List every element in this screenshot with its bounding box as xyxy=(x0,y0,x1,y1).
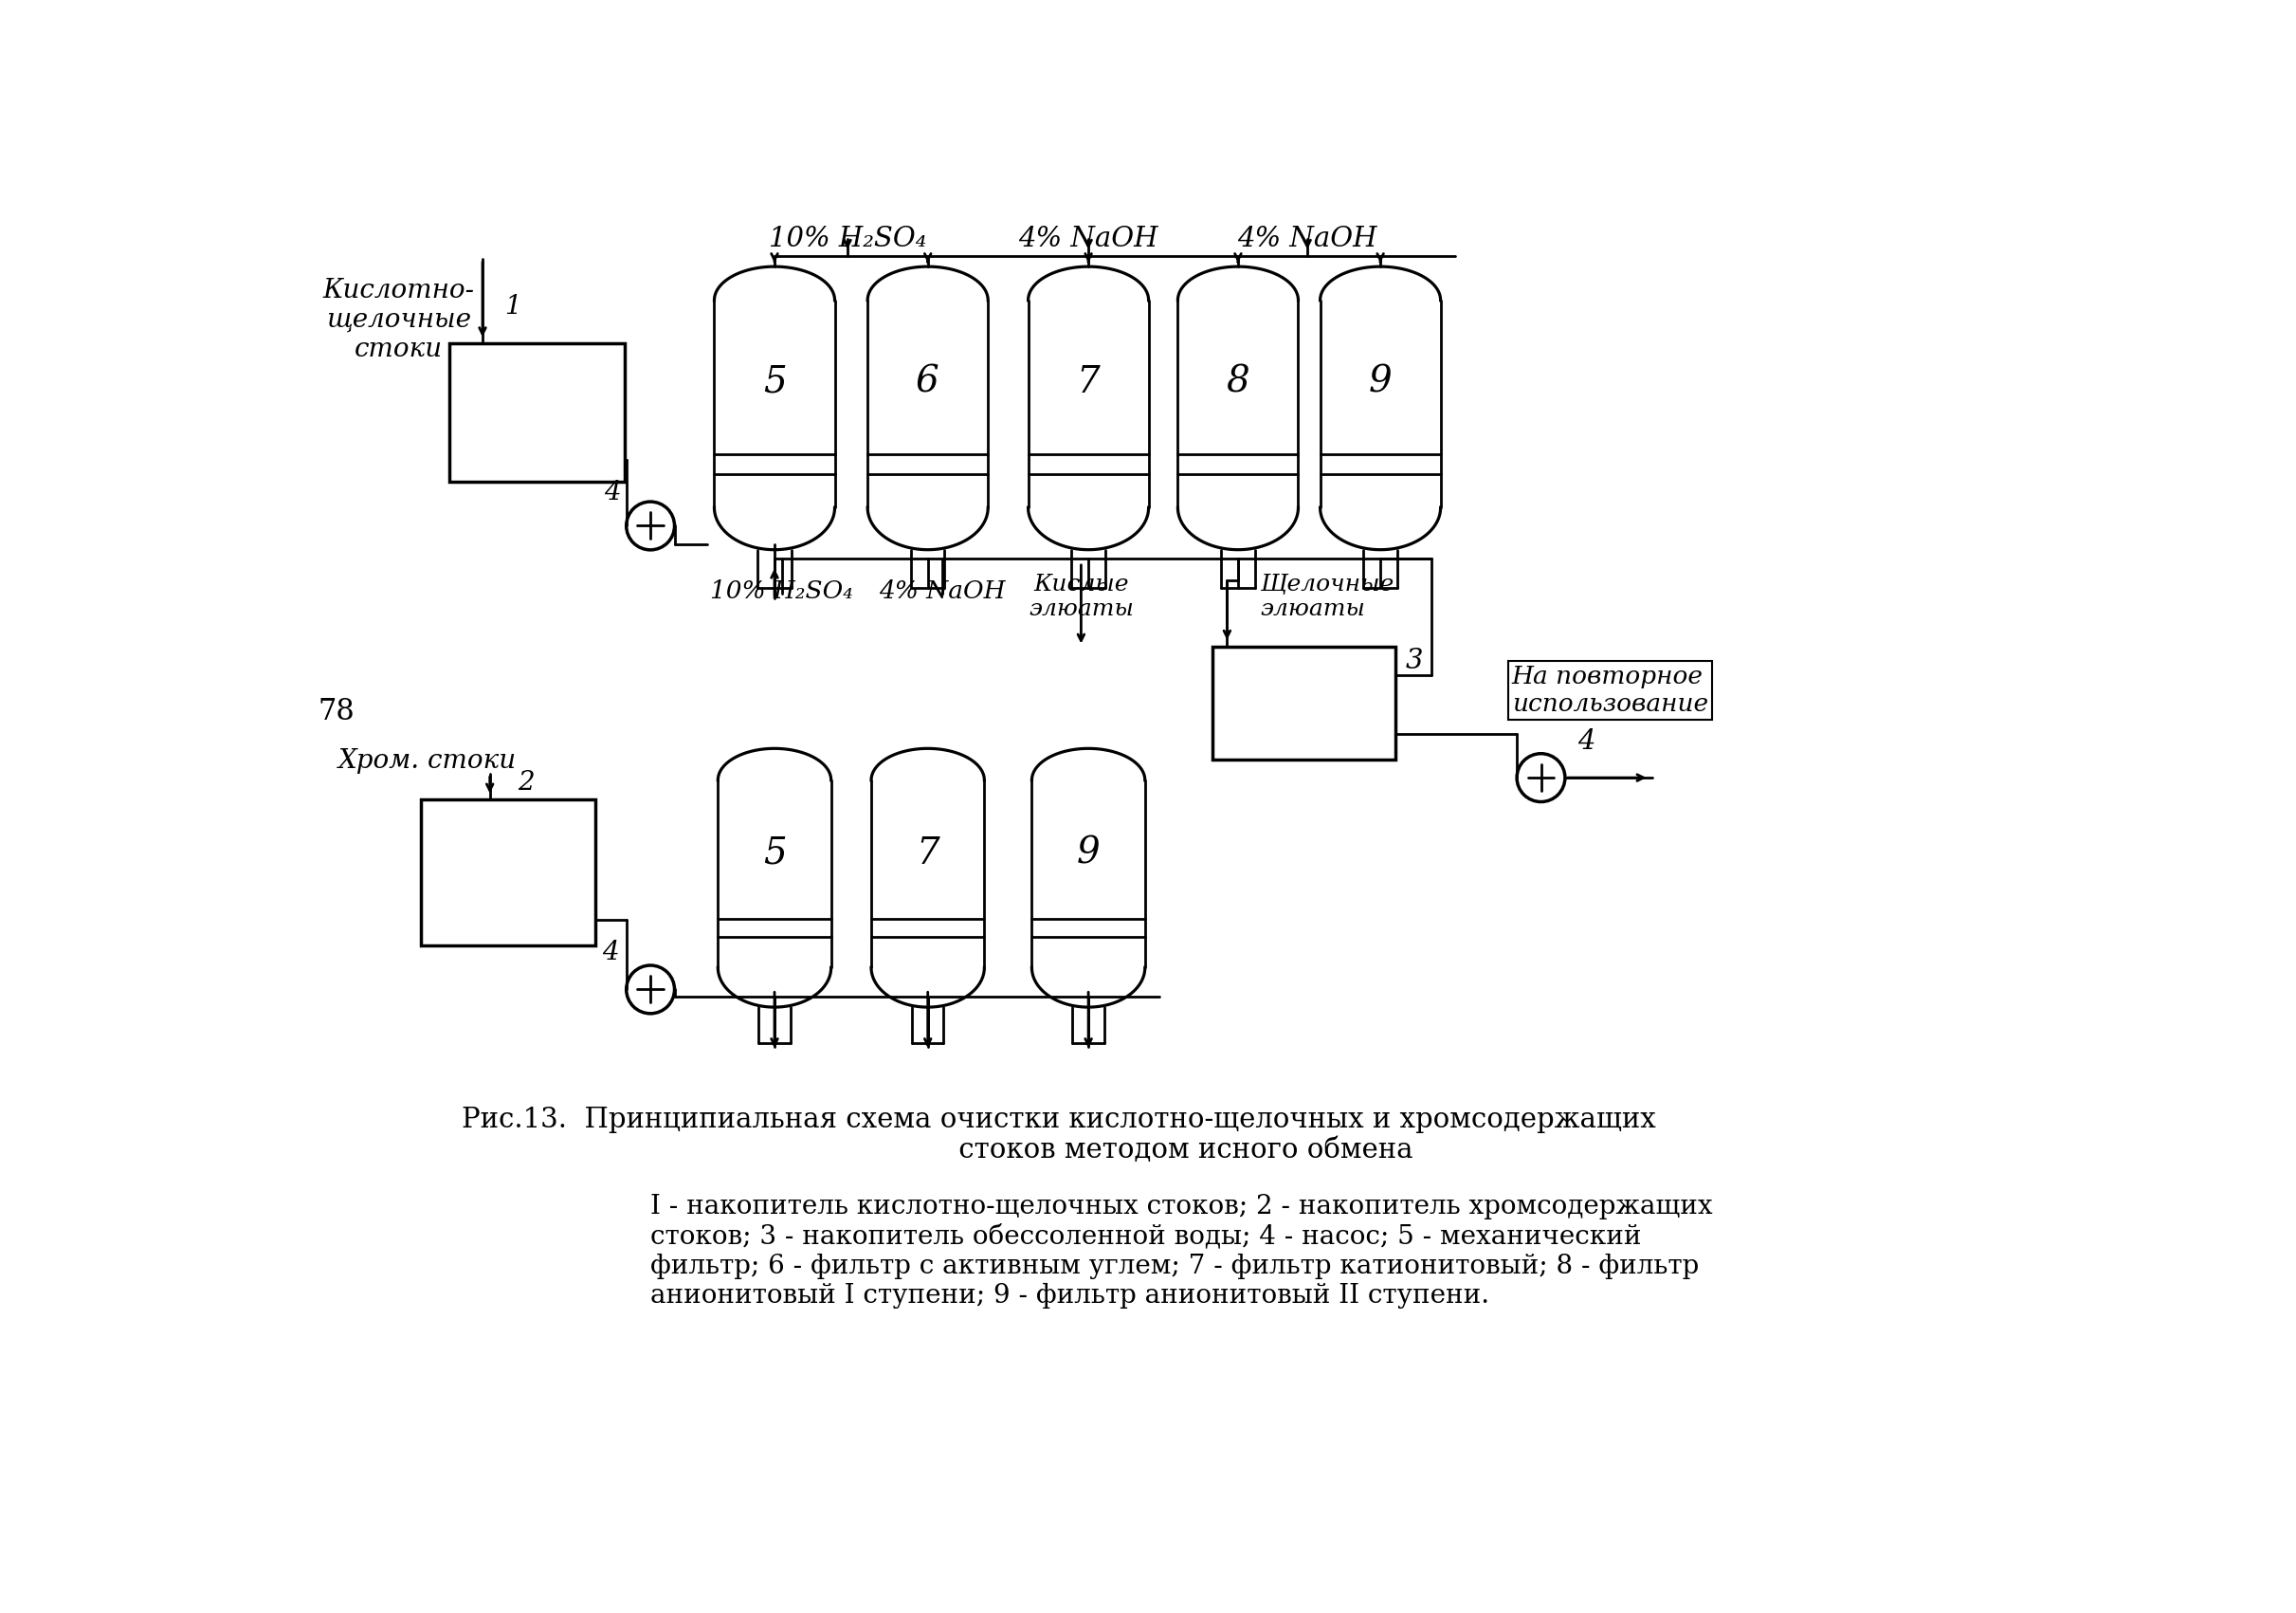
Bar xyxy=(420,800,595,945)
Text: Кислые
элюаты: Кислые элюаты xyxy=(1029,573,1134,621)
Text: 10% H₂SO₄: 10% H₂SO₄ xyxy=(709,579,854,603)
Text: 1: 1 xyxy=(505,294,521,319)
Text: I - накопитель кислотно-щелочных стоков; 2 - накопитель хромсодержащих
стоков; 3: I - накопитель кислотно-щелочных стоков;… xyxy=(650,1194,1713,1308)
Text: 4: 4 xyxy=(604,481,620,506)
Text: 6: 6 xyxy=(916,365,939,400)
Text: 7: 7 xyxy=(916,836,939,871)
Text: Рис.13.  Принципиальная схема очистки кислотно-щелочных и хромсодержащих
       : Рис.13. Принципиальная схема очистки кис… xyxy=(461,1107,1655,1163)
Text: 4% NaOH: 4% NaOH xyxy=(1238,226,1378,252)
Text: 9: 9 xyxy=(1077,836,1100,871)
Text: 78: 78 xyxy=(319,697,356,727)
Text: Щелочные
элюаты: Щелочные элюаты xyxy=(1261,573,1394,621)
Bar xyxy=(450,344,625,482)
Text: 7: 7 xyxy=(1077,365,1100,400)
Text: 9: 9 xyxy=(1368,365,1391,400)
Text: 4% NaOH: 4% NaOH xyxy=(879,579,1006,603)
Text: 4: 4 xyxy=(602,940,618,966)
Bar xyxy=(1212,647,1396,760)
Text: Хром. стоки: Хром. стоки xyxy=(338,748,517,774)
Text: 5: 5 xyxy=(762,365,785,400)
Text: 4: 4 xyxy=(1577,727,1596,755)
Text: 4% NaOH: 4% NaOH xyxy=(1019,226,1157,252)
Text: 8: 8 xyxy=(1226,365,1249,400)
Text: 2: 2 xyxy=(517,769,535,795)
Text: 5: 5 xyxy=(762,836,785,871)
Text: На повторное
использование: На повторное использование xyxy=(1511,665,1708,716)
Text: 10% H₂SO₄: 10% H₂SO₄ xyxy=(769,226,925,252)
Text: 3: 3 xyxy=(1405,647,1424,674)
Text: Кислотно-
щелочные
стоки: Кислотно- щелочные стоки xyxy=(324,277,475,363)
